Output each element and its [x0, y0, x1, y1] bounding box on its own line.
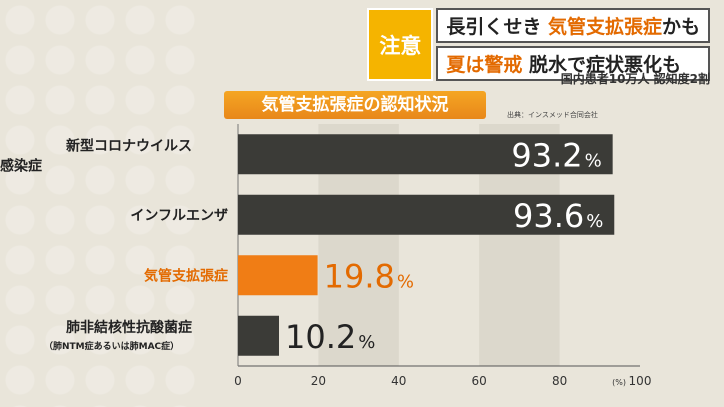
value-unit-label: %: [397, 271, 414, 292]
x-tick-label: 0: [234, 374, 242, 388]
headline-line-2: 夏は警戒 脱水で症状悪化も: [436, 46, 710, 81]
x-unit-label: (%): [612, 378, 626, 387]
headline-box: 注意 長引くせき 気管支拡張症かも 夏は警戒 脱水で症状悪化も: [367, 8, 710, 81]
headline-line-1-highlight: 気管支拡張症: [547, 16, 662, 38]
source-note: 出典：インスメッド合同会社: [507, 111, 598, 119]
value-label: 19.8: [324, 257, 395, 295]
headline-line-2-post: 脱水で症状悪化も: [522, 54, 681, 76]
headline-lines: 長引くせき 気管支拡張症かも 夏は警戒 脱水で症状悪化も: [436, 8, 710, 81]
category-label: 感染症: [0, 157, 42, 174]
value-unit-label: %: [586, 211, 603, 232]
bar: [238, 194, 615, 235]
value-label: 93.2: [511, 136, 582, 174]
category-label: インフルエンザ: [130, 208, 228, 224]
x-tick-label: 80: [552, 374, 567, 388]
headline-line-2-highlight: 夏は警戒: [446, 54, 523, 76]
value-unit-label: %: [585, 150, 602, 171]
x-tick-label: 100: [629, 374, 652, 388]
value-unit-label: %: [358, 332, 375, 353]
category-label: 新型コロナウイルス: [66, 137, 192, 154]
category-label: （肺NTM症あるいは肺MAC症）: [44, 340, 179, 352]
headline-line-1-pre: 長引くせき: [446, 16, 548, 38]
background-pattern: [0, 0, 200, 407]
value-label: 10.2: [285, 318, 356, 356]
bar: [238, 134, 613, 175]
bar: [238, 255, 318, 296]
headline-line-1-post: かも: [661, 16, 700, 38]
x-tick-label: 60: [472, 374, 487, 388]
headline-line-1: 長引くせき 気管支拡張症かも: [436, 8, 710, 43]
x-tick-label: 40: [391, 374, 406, 388]
subnote: 国内患者10万人 認知度2割: [560, 72, 710, 86]
bar: [238, 315, 280, 356]
value-label: 93.6: [513, 197, 584, 235]
chart-title: 気管支拡張症の認知状況: [224, 91, 486, 119]
caution-badge: 注意: [367, 8, 434, 81]
x-tick-label: 20: [311, 374, 326, 388]
category-label: 肺非結核性抗酸菌症: [66, 319, 192, 336]
category-label: 気管支拡張症: [144, 267, 228, 284]
